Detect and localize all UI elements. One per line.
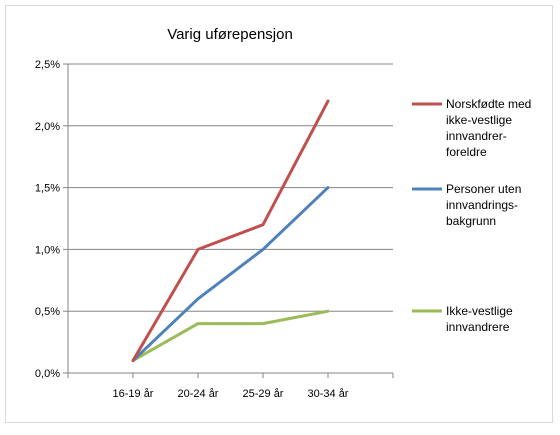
legend-label: innvandrere bbox=[446, 320, 510, 334]
chart-title: Varig uførepensjon bbox=[167, 26, 293, 43]
y-tick-label: 0,0% bbox=[35, 368, 60, 380]
y-tick-label: 1,5% bbox=[35, 183, 60, 195]
legend-label: innvandrer- bbox=[446, 129, 507, 143]
tick-labels: 0,0% 0,5% 1,0% 1,5% 2,0% 2,5% 16-19 år 20-24 år… bbox=[35, 59, 349, 400]
legend-label: foreldre bbox=[446, 145, 487, 159]
series-line bbox=[131, 99, 330, 363]
legend-label: Personer uten bbox=[446, 182, 521, 196]
legend-label: Ikke-vestlige bbox=[446, 304, 513, 318]
y-tick-label: 2,5% bbox=[35, 59, 60, 71]
y-tick-label: 0,5% bbox=[35, 306, 60, 318]
x-tick-label: 16-19 år bbox=[113, 388, 154, 400]
x-tick-label: 20-24 år bbox=[178, 388, 219, 400]
x-tick-label: 30-34 år bbox=[308, 388, 349, 400]
grid bbox=[68, 63, 393, 312]
series-line bbox=[131, 309, 330, 363]
axes bbox=[63, 63, 394, 378]
legend-label: Norskfødte med bbox=[446, 97, 531, 111]
x-tick-label: 25-29 år bbox=[243, 388, 284, 400]
legend: Norskfødte med ikke-vestlige innvandrer-fo… bbox=[412, 97, 531, 334]
series-lines bbox=[131, 99, 330, 363]
y-tick-label: 2,0% bbox=[35, 121, 60, 133]
series-line bbox=[131, 186, 330, 363]
legend-label: bakgrunn bbox=[446, 214, 496, 228]
y-tick-label: 1,0% bbox=[35, 244, 60, 256]
legend-label: ikke-vestlige bbox=[446, 113, 512, 127]
chart-frame bbox=[5, 5, 553, 423]
legend-label: innvandrings- bbox=[446, 198, 518, 212]
